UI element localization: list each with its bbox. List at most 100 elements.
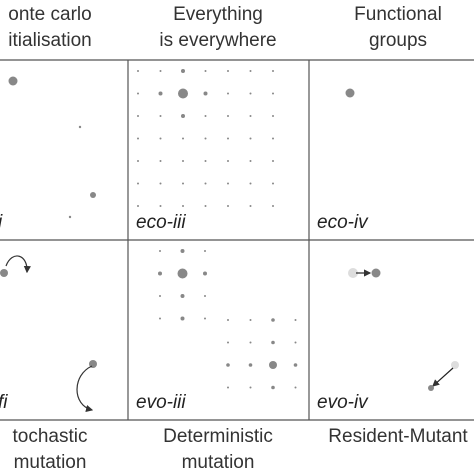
dot	[159, 205, 162, 207]
grid-frame	[0, 59, 474, 421]
dot	[227, 137, 229, 140]
dot	[204, 70, 207, 72]
dot	[159, 250, 161, 252]
dot	[182, 205, 184, 207]
dot	[249, 92, 252, 95]
dot	[158, 271, 162, 276]
column-title: is everywhere	[159, 30, 276, 51]
dot	[204, 115, 207, 117]
dot	[227, 115, 229, 117]
dot	[227, 160, 229, 162]
dot	[158, 91, 163, 96]
dot	[272, 205, 274, 207]
dot	[272, 92, 274, 95]
dot	[272, 137, 274, 140]
row-title: mutation	[14, 452, 87, 473]
dot	[137, 205, 139, 207]
dot	[227, 92, 229, 95]
dot	[159, 317, 161, 320]
panel-arrows	[0, 255, 459, 413]
dot	[271, 340, 275, 345]
dot	[204, 205, 207, 207]
dot	[159, 295, 161, 297]
dot	[249, 205, 252, 207]
dot	[249, 137, 252, 140]
dot	[182, 137, 184, 140]
dot	[227, 319, 229, 321]
column-title: Everything	[173, 4, 263, 25]
dot	[294, 341, 297, 344]
panel-label: evo-iv	[317, 392, 369, 413]
dot	[269, 361, 277, 369]
dot	[180, 249, 185, 253]
dot	[137, 160, 139, 162]
dot	[249, 341, 252, 344]
dot	[272, 115, 274, 117]
dot	[181, 69, 185, 73]
panel-label: eco-iv	[317, 212, 369, 233]
dot	[182, 160, 184, 162]
dot	[272, 70, 274, 72]
panel-dots	[8, 76, 355, 219]
dot	[182, 182, 184, 185]
dot	[227, 386, 229, 389]
dot	[159, 70, 162, 72]
dot	[137, 115, 139, 117]
dot	[272, 160, 274, 162]
row-title: Resident-Mutant	[328, 426, 468, 447]
dot	[178, 88, 188, 99]
dot	[249, 160, 252, 162]
dot	[294, 319, 297, 321]
dot	[204, 250, 206, 252]
row-title: Deterministic	[163, 426, 273, 447]
dot	[271, 318, 275, 322]
dot	[227, 341, 229, 344]
dot	[249, 70, 252, 72]
row-title: tochastic	[13, 426, 88, 447]
dot	[181, 114, 185, 118]
dot	[159, 160, 162, 162]
column-title: onte carlo	[8, 4, 91, 25]
panel-label: fi	[0, 392, 8, 413]
column-title: Functional	[354, 4, 442, 25]
dot	[227, 70, 229, 72]
dot	[249, 386, 252, 389]
dot	[137, 92, 139, 95]
dot	[249, 182, 252, 185]
dot	[248, 363, 253, 367]
dot	[137, 182, 139, 185]
column-title: itialisation	[8, 30, 91, 51]
dot	[204, 137, 207, 140]
column-title: groups	[369, 30, 427, 51]
panel-dots	[158, 249, 298, 390]
dot	[271, 385, 275, 390]
dot	[204, 317, 206, 320]
dot	[159, 115, 162, 117]
dot	[203, 271, 207, 276]
dot	[180, 316, 185, 321]
dot	[159, 137, 162, 140]
dot	[272, 182, 274, 185]
panel-label: i	[0, 212, 3, 233]
dot	[137, 70, 139, 72]
dot	[159, 182, 162, 185]
row-title: mutation	[182, 452, 255, 473]
dot	[293, 363, 298, 367]
dot	[180, 294, 185, 298]
dot	[226, 363, 230, 367]
dot	[137, 137, 139, 140]
panel-label: evo-iii	[136, 392, 186, 413]
dot	[177, 268, 188, 279]
dot	[227, 182, 229, 185]
dot	[249, 319, 252, 321]
dot	[227, 205, 229, 207]
dot	[294, 386, 297, 389]
dot	[203, 91, 208, 96]
dot	[204, 295, 206, 297]
dot	[249, 115, 252, 117]
panel-dots	[137, 69, 274, 207]
dot	[204, 182, 207, 185]
dot	[204, 160, 207, 162]
panel-label: eco-iii	[136, 212, 186, 233]
